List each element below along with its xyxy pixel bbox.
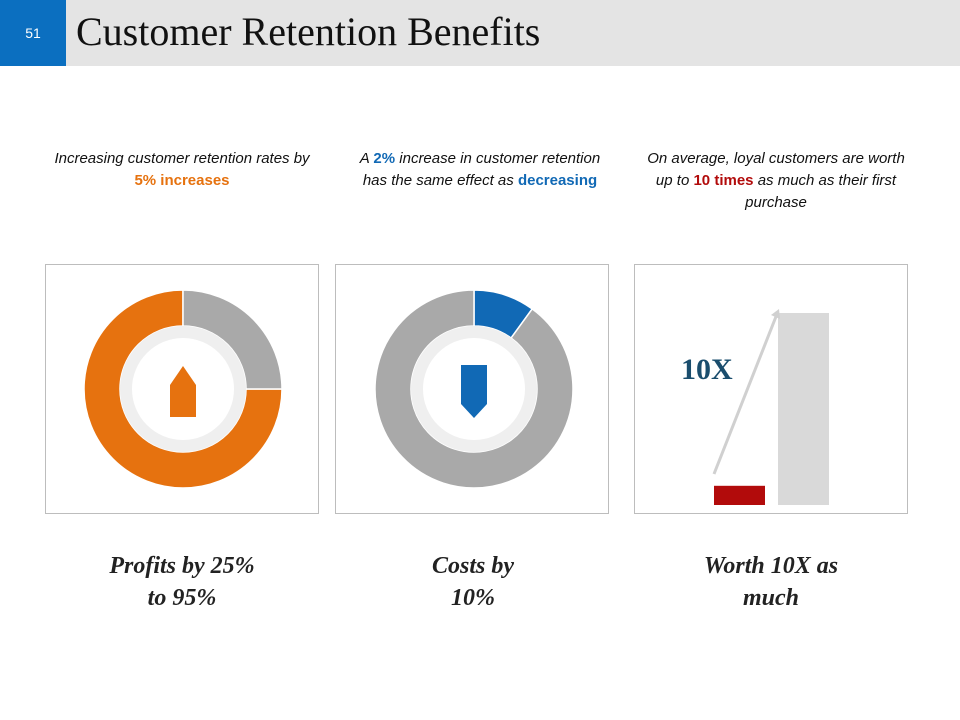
slide-number-badge: 51 [0,0,66,66]
bar-first-purchase [714,485,765,505]
caption-costs: A 2% increase in customer retention has … [350,148,610,192]
up-arrow-icon [170,366,196,417]
panel-costs [335,264,609,514]
down-arrow-icon [461,365,487,418]
caption-profits: Increasing customer retention rates by 5… [52,148,312,192]
caption-profits-text: Increasing customer retention rates by [54,150,310,167]
growth-arrow-line [712,313,779,475]
caption-worth: On average, loyal customers are worth up… [646,148,906,214]
caption-costs-highlight-decreasing: decreasing [517,172,598,189]
caption-profits-highlight: 5% increases [134,172,230,189]
caption-worth-highlight: 10 times [693,172,754,189]
worth-bars [714,313,829,505]
slide-number: 51 [25,25,41,41]
worth-bar-chart [712,309,829,505]
panel-worth: 10X [634,264,908,514]
label-costs: Costs by 10% [343,550,603,614]
label-costs-line1: Costs by [431,553,514,579]
bar-loyal-customer [778,313,829,505]
label-profits: Profits by 25% to 95% [52,550,312,614]
caption-costs-pre: A [359,150,370,167]
label-costs-line2: 10% [451,585,495,611]
costs-donut-chart [374,289,574,489]
caption-costs-mid: increase in customer retention has the s… [362,150,601,189]
tenx-label: 10X [681,353,733,386]
label-profits-line1: Profits by 25% [109,553,255,579]
profits-donut-chart [83,289,283,489]
label-worth: Worth 10X as much [641,550,901,614]
label-worth-line2: much [742,585,799,611]
caption-costs-highlight-percent: 2% [373,150,396,167]
caption-worth-pre: On average, loyal customers are worth up… [647,150,905,189]
header-bar: 51 Customer Retention Benefits [0,0,960,66]
label-profits-line2: to 95% [147,585,217,611]
panel-profits [45,264,319,514]
growth-arrow-head-icon [771,309,780,319]
caption-worth-post: as much as their first purchase [745,172,897,211]
label-worth-line1: Worth 10X as [703,553,839,579]
page-title: Customer Retention Benefits [76,9,541,54]
